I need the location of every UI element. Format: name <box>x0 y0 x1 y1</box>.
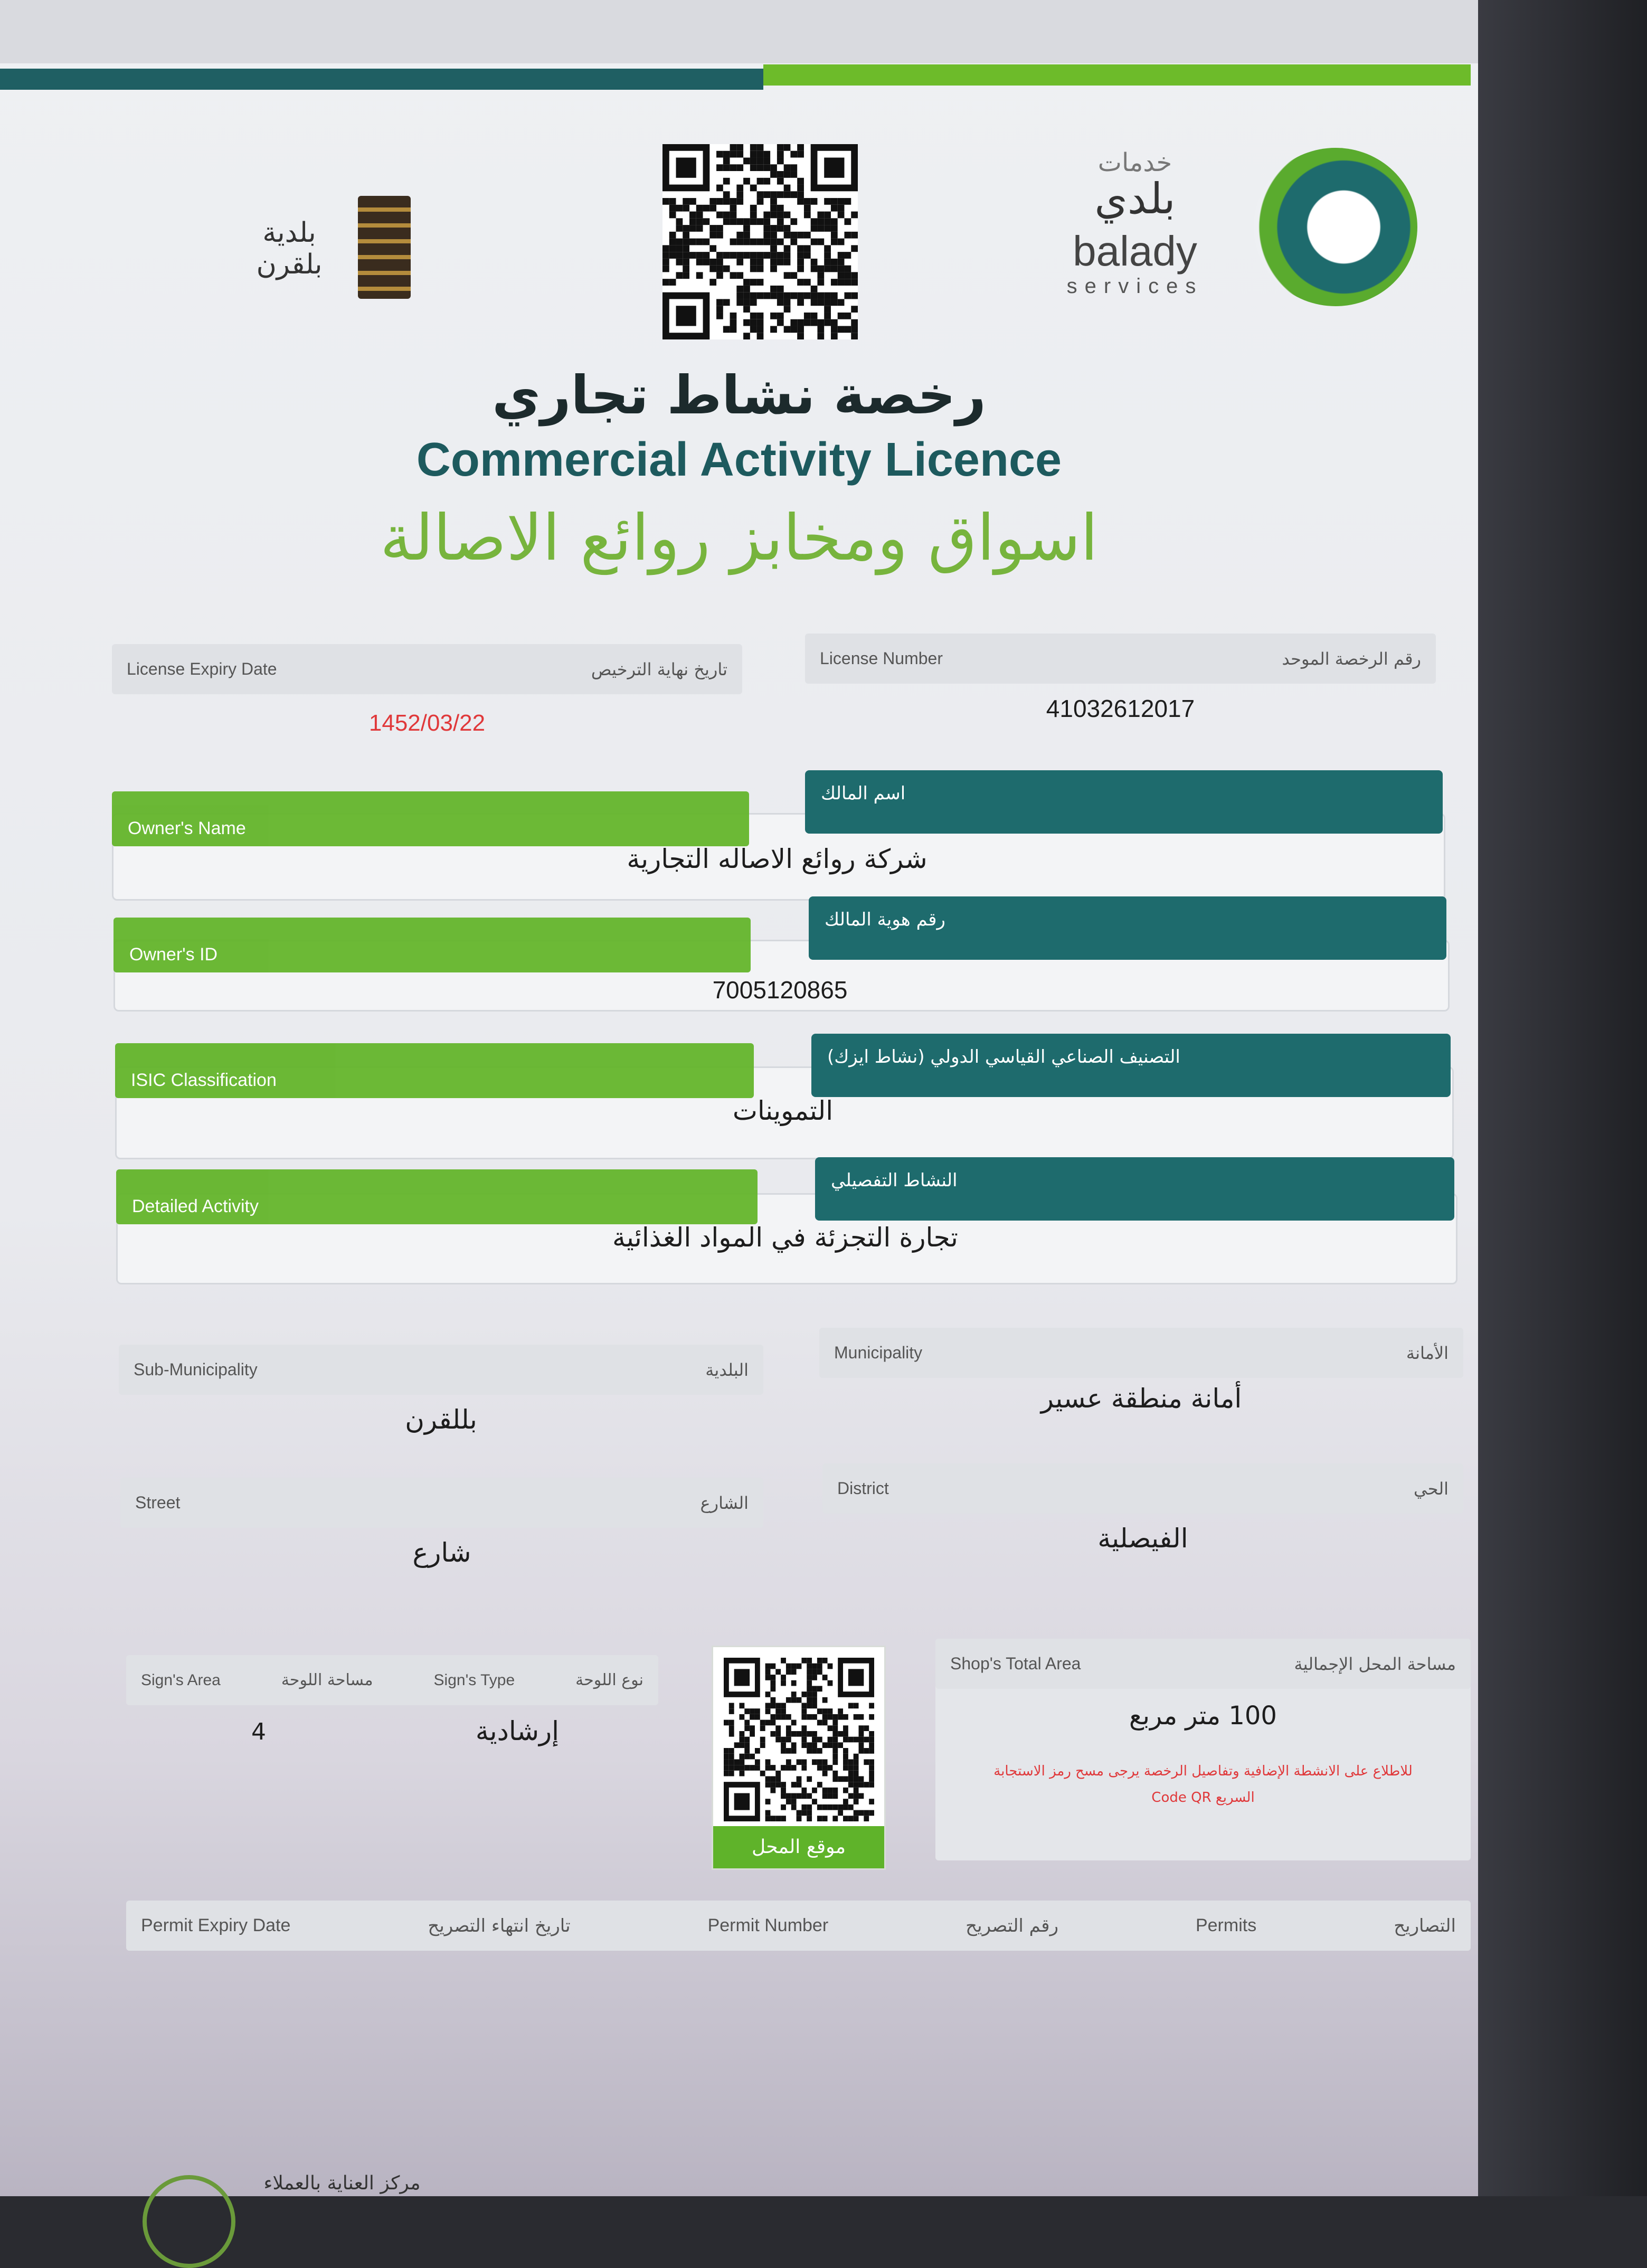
emblem-icon <box>358 196 411 299</box>
customer-care-logo-icon <box>143 2175 235 2268</box>
sign-type-value: إرشادية <box>475 1716 560 1746</box>
sign-header: Sign's Area مساحة اللوحة Sign's Type نوع… <box>126 1655 658 1705</box>
qr-note-line2: السريع Code QR <box>1151 1790 1255 1806</box>
shop-name: اسواق ومخابز روائع الاصالة <box>380 502 1099 575</box>
balqarn-municipality-logo: بلدية بلقرن <box>231 196 421 301</box>
detailed-activity-label-ar: النشاط التفصيلي <box>815 1157 1454 1221</box>
permits-header: Permit Expiry Date تاريخ انتهاء التصريح … <box>126 1901 1471 1951</box>
customer-care-text: مركز العناية بالعملاء <box>263 2172 421 2194</box>
license-number-value: 41032612017 <box>1046 695 1195 722</box>
owner-name-label-en: Owner's Name <box>112 791 749 846</box>
header-qr-code <box>662 144 858 339</box>
isic-label-en: ISIC Classification <box>115 1043 754 1098</box>
detailed-activity-label-en: Detailed Activity <box>116 1169 758 1224</box>
owner-name-label-ar: اسم المالك <box>805 770 1443 834</box>
owner-name-value: شركة روائع الاصاله التجارية <box>627 844 927 874</box>
owner-id-value: 7005120865 <box>712 976 848 1004</box>
header-bar-teal <box>0 69 763 90</box>
municipality-header: Municipality الأمانة <box>819 1328 1463 1378</box>
municipality-value: أمانة منطقة عسير <box>1040 1383 1242 1414</box>
shop-location-qr-code[interactable] <box>724 1658 874 1821</box>
street-value: شارع <box>412 1537 471 1568</box>
balady-services-logo: خدمات بلدي balady services <box>1048 148 1428 311</box>
isic-label-ar: التصنيف الصناعي القياسي الدولي (نشاط ايز… <box>811 1034 1451 1097</box>
owner-id-label-en: Owner's ID <box>113 918 751 972</box>
district-value: الفيصلية <box>1097 1523 1188 1554</box>
isic-value: التموينات <box>732 1095 834 1126</box>
license-expiry-header: License Expiry Date تاريخ نهاية الترخيص <box>112 644 742 694</box>
sub-municipality-value: بللقرن <box>405 1404 477 1435</box>
district-header: District الحي <box>822 1463 1463 1514</box>
shop-location-card[interactable]: موقع المحل <box>712 1646 886 1870</box>
screen-bezel <box>1478 0 1647 2196</box>
sub-municipality-header: Sub-Municipality البلدية <box>119 1345 763 1395</box>
license-expiry-value: 1452/03/22 <box>368 710 486 736</box>
shop-location-button[interactable]: موقع المحل <box>713 1826 884 1868</box>
title-arabic: رخصة نشاط تجاري <box>492 364 986 426</box>
title-english: Commercial Activity Licence <box>416 433 1062 486</box>
street-header: Street الشارع <box>120 1478 763 1528</box>
owner-id-label-ar: رقم هوية المالك <box>809 896 1446 960</box>
shop-area-header: Shop's Total Area مساحة المحل الإجمالية <box>935 1639 1471 1689</box>
header-bar-green <box>763 64 1471 86</box>
shop-area-value: 100 متر مربع <box>1129 1701 1277 1731</box>
top-margin <box>0 0 1478 63</box>
detailed-activity-value: تجارة التجزئة في المواد الغذائية <box>612 1222 958 1253</box>
qr-note-line1: للاطلاع على الانشطة الإضافية وتفاصيل الر… <box>993 1763 1413 1779</box>
sign-area-value: 4 <box>251 1718 266 1745</box>
license-document: بلدية بلقرن خدمات بلدي balady services ر… <box>0 0 1478 2268</box>
palm-tree-icon <box>1254 148 1417 306</box>
license-number-header: License Number رقم الرخصة الموحد <box>805 634 1436 684</box>
